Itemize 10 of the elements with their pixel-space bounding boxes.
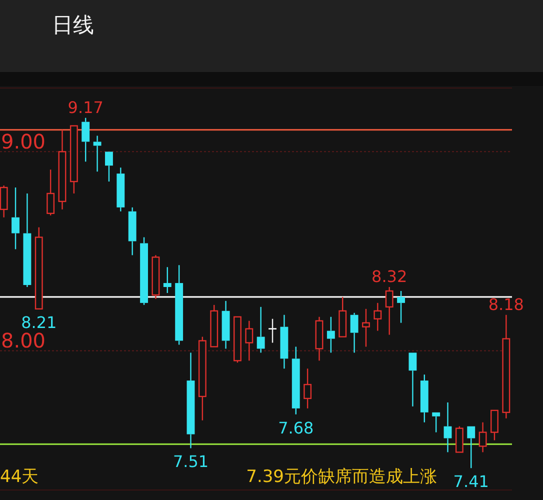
y-tick-label: 9.00: [1, 130, 46, 154]
annotation: 7.41: [453, 472, 489, 492]
annotation: 8.32: [372, 267, 408, 286]
annotation: 44天: [0, 467, 39, 487]
annotation: 7.51: [172, 452, 209, 472]
annotation: 8.18: [488, 294, 524, 314]
annotation: 7.39元价缺席而造成上涨: [246, 467, 437, 487]
chart-title: 日线: [52, 13, 94, 37]
annotation: 9.17: [68, 98, 104, 117]
annotation: 7.68: [278, 418, 314, 438]
